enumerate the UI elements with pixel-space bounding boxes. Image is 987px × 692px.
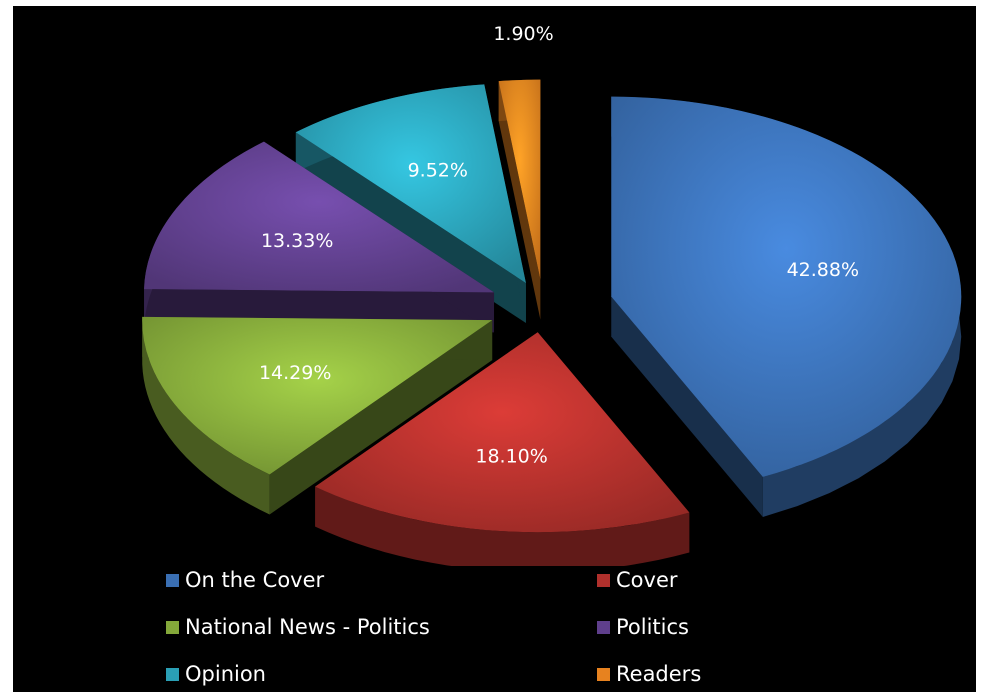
legend-label: Opinion — [185, 662, 266, 686]
legend-label: National News - Politics — [185, 615, 430, 639]
slice-label: 42.88% — [787, 259, 859, 281]
slice-label: 1.90% — [493, 23, 553, 45]
chart-frame: 42.88% 18.10% 14.29% 13.33% 9.52% 1.90% On th… — [13, 6, 976, 692]
legend-item-politics: Politics — [597, 611, 689, 643]
legend-item-national-news-politics: National News - Politics — [166, 611, 430, 643]
legend-swatch — [166, 667, 179, 681]
slice-label: 18.10% — [475, 445, 547, 467]
legend-item-opinion: Opinion — [166, 658, 266, 690]
legend-item-on-the-cover: On the Cover — [166, 564, 324, 596]
legend-label: Readers — [616, 662, 702, 686]
legend-swatch — [166, 573, 179, 587]
legend-item-readers: Readers — [597, 658, 701, 690]
slice-label: 14.29% — [259, 362, 331, 384]
pie-chart: 42.88% 18.10% 14.29% 13.33% 9.52% 1.90% — [142, 23, 962, 566]
pie-slice-national-news-politics — [142, 316, 493, 515]
legend: On the Cover Cover National News - Polit… — [166, 564, 866, 692]
pie-slice-readers — [498, 79, 541, 320]
slice-label: 13.33% — [261, 230, 333, 252]
pie-slice-cover — [315, 332, 690, 566]
pie-slice-opinion — [295, 84, 526, 323]
legend-label: Politics — [616, 615, 689, 639]
legend-label: On the Cover — [185, 568, 325, 592]
legend-swatch — [597, 573, 610, 587]
legend-item-cover: Cover — [597, 564, 678, 596]
legend-swatch — [166, 620, 179, 634]
pie-slice-on-the-cover — [611, 96, 962, 517]
legend-swatch — [597, 667, 610, 681]
legend-swatch — [597, 620, 610, 634]
legend-label: Cover — [616, 568, 678, 592]
slice-label: 9.52% — [408, 160, 468, 182]
